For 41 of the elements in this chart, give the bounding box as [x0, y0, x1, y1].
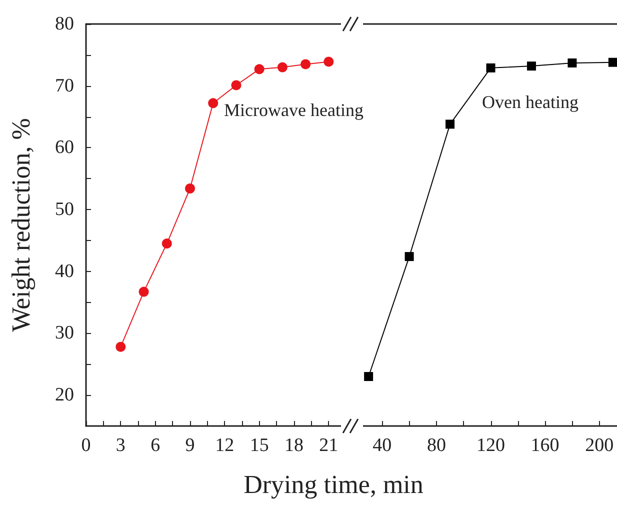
point — [208, 98, 218, 108]
point — [185, 184, 195, 194]
point — [277, 62, 288, 72]
point — [608, 58, 617, 67]
y-tick-label: 80 — [55, 14, 74, 34]
point — [568, 58, 577, 68]
y-tick-label: 60 — [55, 137, 74, 158]
x-tick-label: 15 — [250, 435, 269, 456]
point — [404, 252, 414, 262]
point — [364, 372, 374, 382]
y-tick-label: 70 — [55, 75, 74, 96]
x-tick-label: 80 — [426, 435, 446, 456]
point — [231, 80, 242, 90]
x-tick-label: 6 — [150, 435, 160, 456]
x-tick-label: 160 — [530, 435, 560, 456]
y-tick-label: 40 — [55, 260, 74, 282]
y-tick-label: 30 — [55, 322, 74, 344]
y-axis-title: Weight reduction, % — [6, 118, 36, 332]
point — [300, 59, 311, 70]
annotation: Microwave heating — [224, 100, 364, 121]
x-tick-label: 18 — [284, 435, 304, 456]
point — [324, 56, 334, 67]
x-tick-label: 0 — [81, 435, 91, 456]
x-tick-label: 200 — [585, 435, 614, 456]
y-tick-label: 20 — [55, 384, 74, 406]
x-axis-title: Drying time, min — [244, 470, 424, 499]
point — [446, 120, 455, 129]
point — [254, 64, 264, 74]
point — [162, 238, 172, 249]
x-tick-label: 3 — [116, 435, 126, 456]
annotation: Oven heating — [482, 92, 578, 113]
point — [486, 63, 496, 72]
point — [138, 286, 149, 297]
x-tick-label: 9 — [185, 435, 195, 456]
x-tick-label: 21 — [319, 435, 338, 456]
point — [526, 62, 536, 71]
point — [116, 342, 126, 352]
x-tick-label: 40 — [372, 435, 392, 456]
x-tick-label: 120 — [476, 435, 505, 456]
x-tick-label: 12 — [215, 435, 234, 456]
y-tick-label: 50 — [55, 199, 74, 220]
